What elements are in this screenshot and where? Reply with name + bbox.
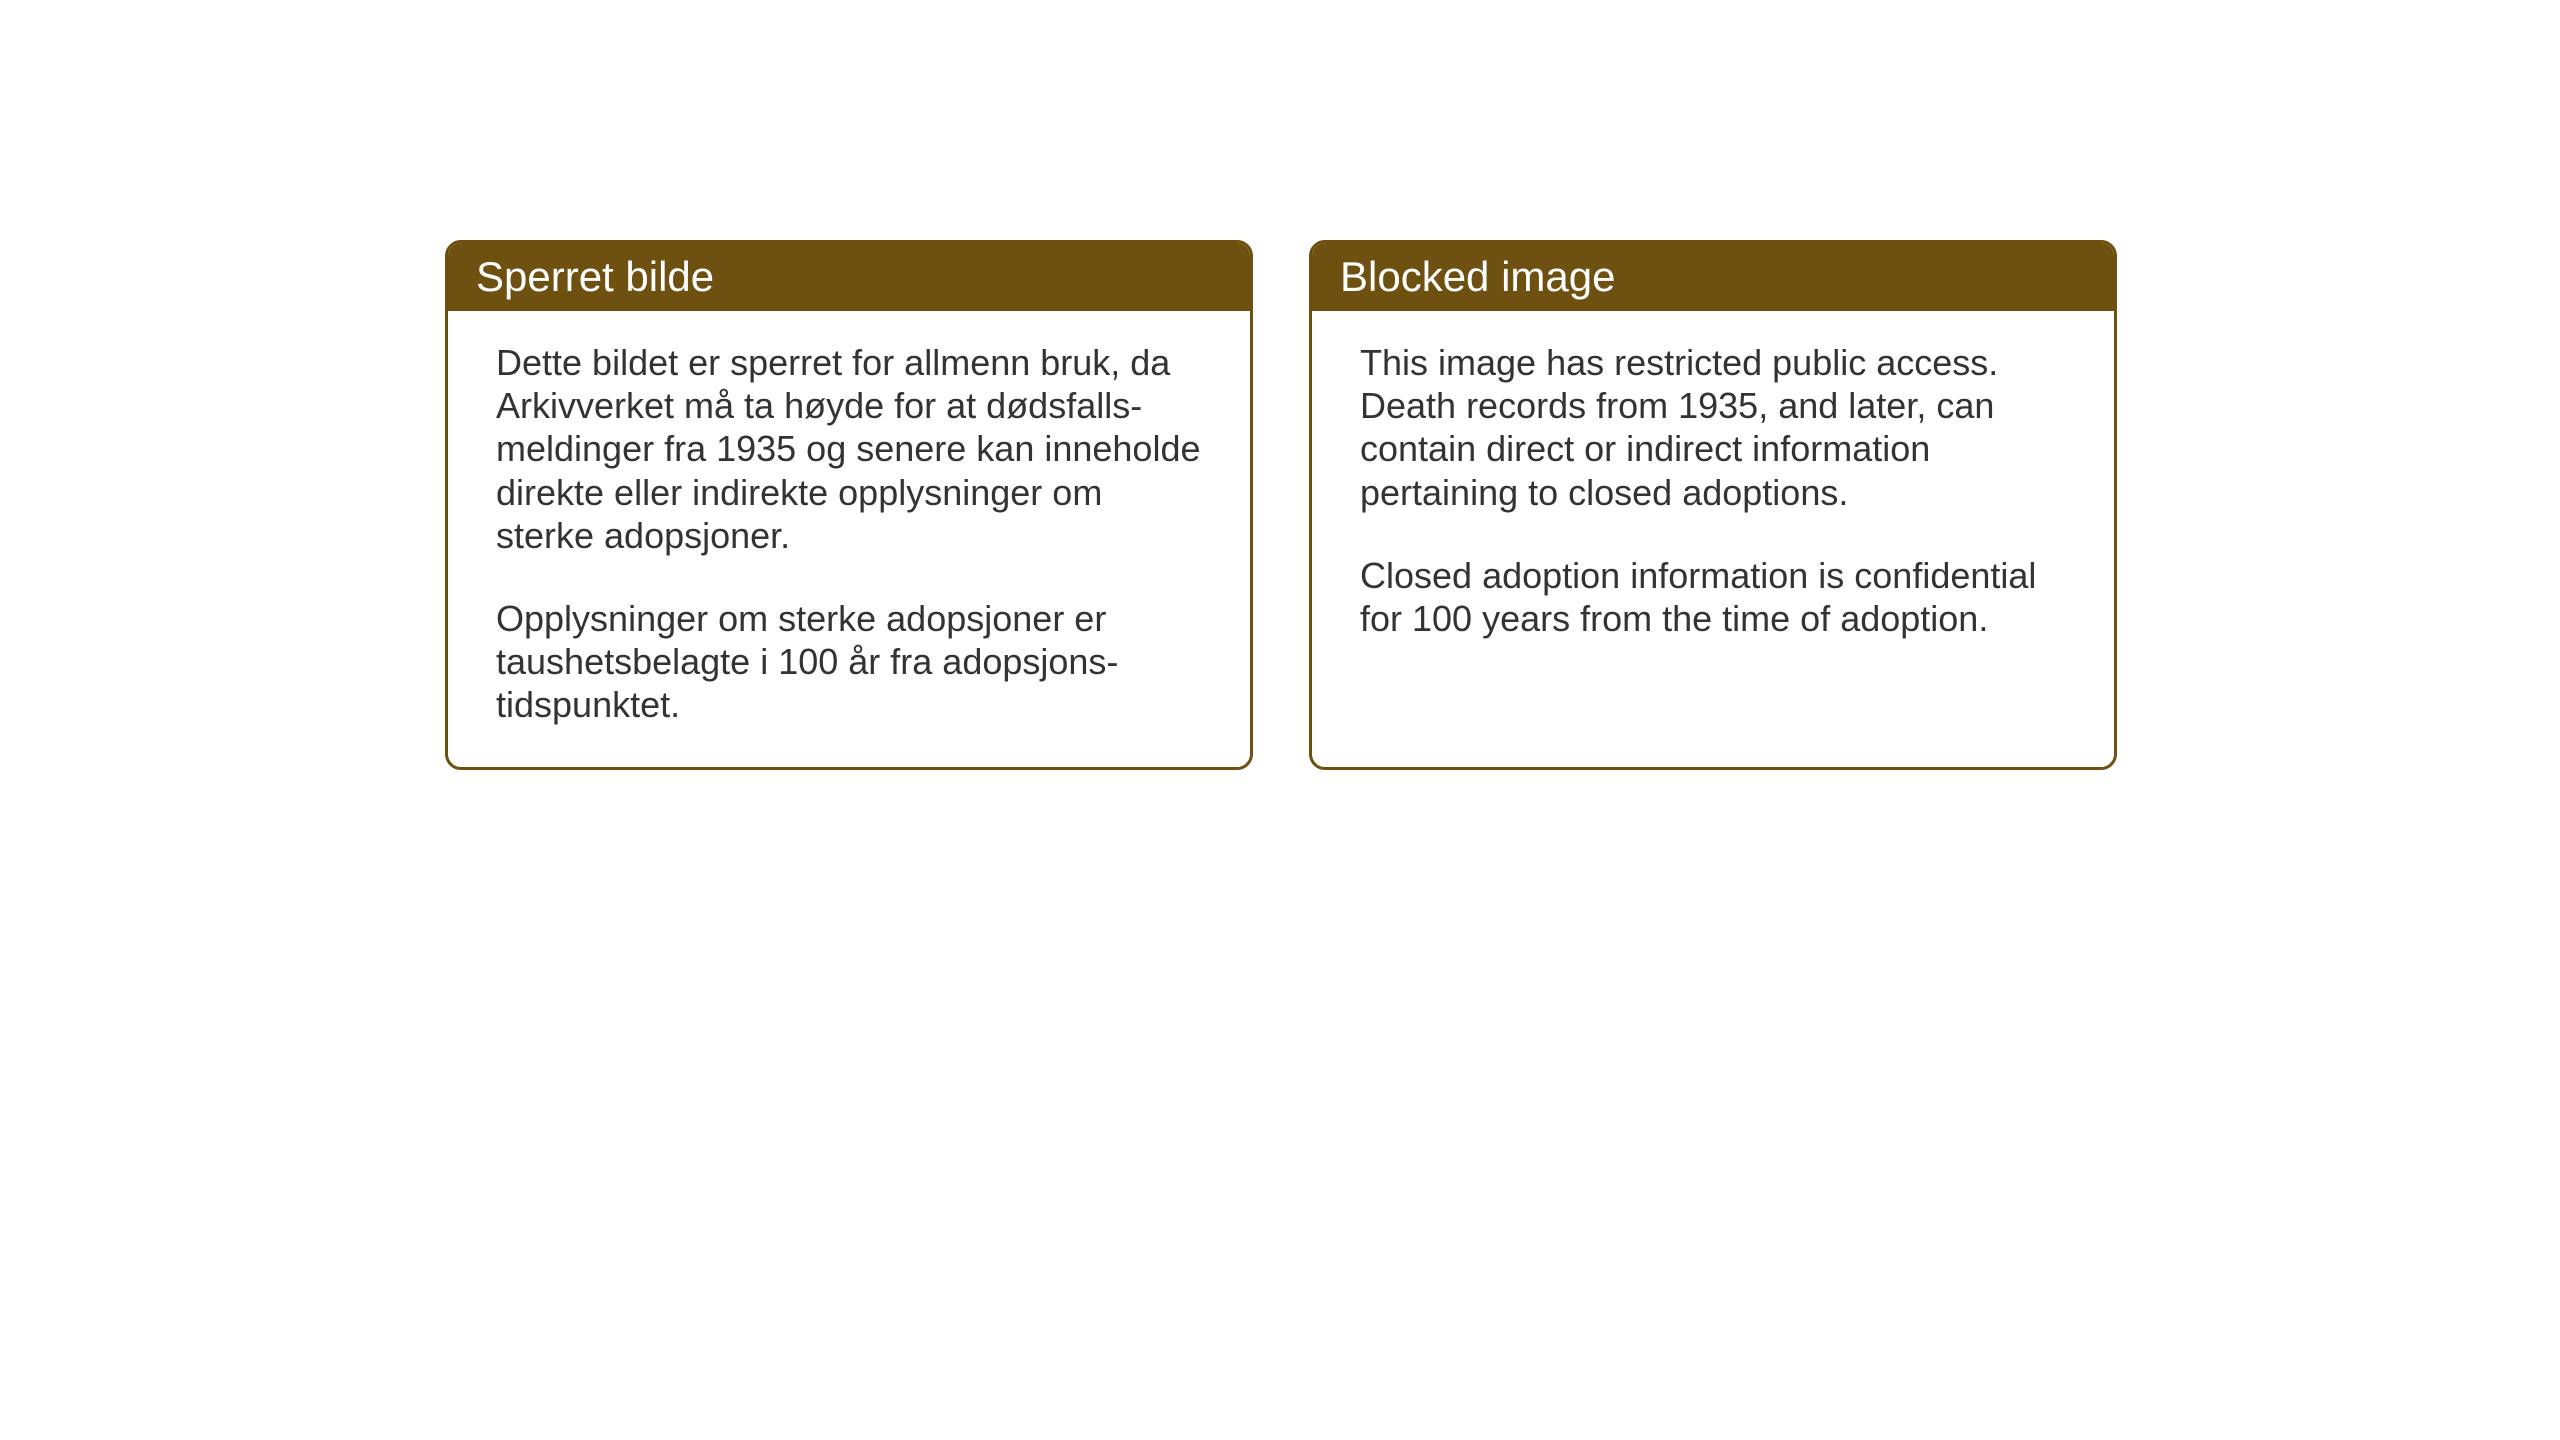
norwegian-card-title: Sperret bilde: [448, 243, 1250, 311]
english-paragraph-1: This image has restricted public access.…: [1360, 341, 2066, 514]
english-card-title: Blocked image: [1312, 243, 2114, 311]
english-card: Blocked image This image has restricted …: [1309, 240, 2117, 770]
norwegian-card-body: Dette bildet er sperret for allmenn bruk…: [448, 311, 1250, 767]
notice-container: Sperret bilde Dette bildet er sperret fo…: [445, 240, 2117, 770]
english-paragraph-2: Closed adoption information is confident…: [1360, 554, 2066, 640]
norwegian-card: Sperret bilde Dette bildet er sperret fo…: [445, 240, 1253, 770]
norwegian-paragraph-2: Opplysninger om sterke adopsjoner er tau…: [496, 597, 1202, 727]
norwegian-paragraph-1: Dette bildet er sperret for allmenn bruk…: [496, 341, 1202, 557]
english-card-body: This image has restricted public access.…: [1312, 311, 2114, 680]
